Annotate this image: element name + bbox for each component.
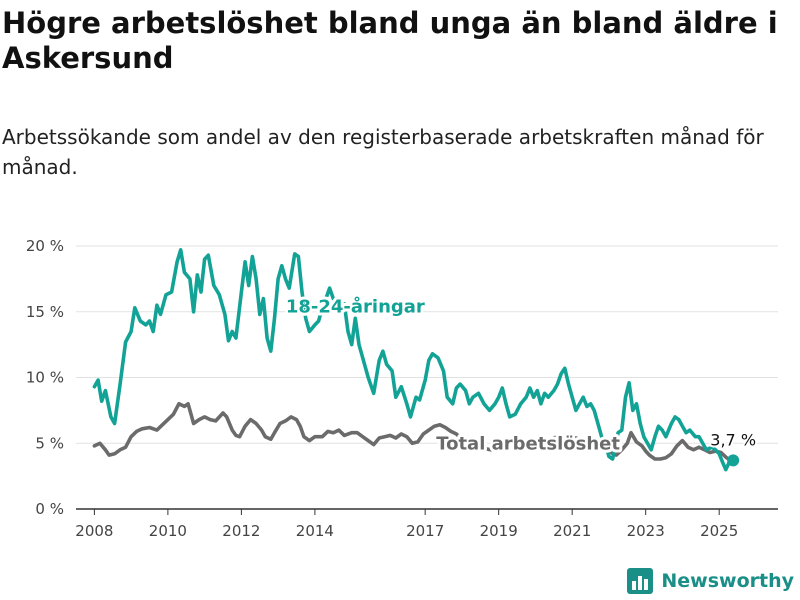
x-tick-label: 2021 xyxy=(553,522,591,540)
x-tick-label: 2014 xyxy=(296,522,334,540)
chart-title: Högre arbetslöshet bland unga än bland ä… xyxy=(2,6,778,75)
end-value-label: 3,7 % xyxy=(710,430,756,449)
y-tick-label: 20 % xyxy=(26,237,64,255)
line-chart: 0 % 5 % 10 % 15 % 20 % 2008 2010 2012 2014 2017 20… xyxy=(26,237,778,540)
x-tick-label: 2010 xyxy=(149,522,187,540)
x-tick-label: 2023 xyxy=(627,522,665,540)
x-tick-label: 2017 xyxy=(406,522,444,540)
bar-chart-logo-icon xyxy=(627,568,654,594)
y-tick-label: 15 % xyxy=(26,303,64,321)
series-label: 18-24-åringar xyxy=(286,295,425,317)
brand-name: Newsworthy xyxy=(661,570,794,592)
series-line xyxy=(92,402,732,463)
series-label: Total arbetslöshet xyxy=(436,433,620,454)
x-tick-label: 2019 xyxy=(480,522,518,540)
y-tick-label: 0 % xyxy=(35,500,64,518)
y-tick-label: 5 % xyxy=(35,434,64,452)
series-line xyxy=(92,248,735,472)
end-point-marker xyxy=(727,454,740,467)
x-tick-label: 2012 xyxy=(222,522,260,540)
y-tick-label: 10 % xyxy=(26,369,64,387)
chart-subtitle: Arbetssökande som andel av den registerb… xyxy=(2,125,764,179)
x-tick-label: 2025 xyxy=(700,522,738,540)
x-tick-label: 2008 xyxy=(75,522,113,540)
brand-logo: Newsworthy xyxy=(627,568,794,594)
